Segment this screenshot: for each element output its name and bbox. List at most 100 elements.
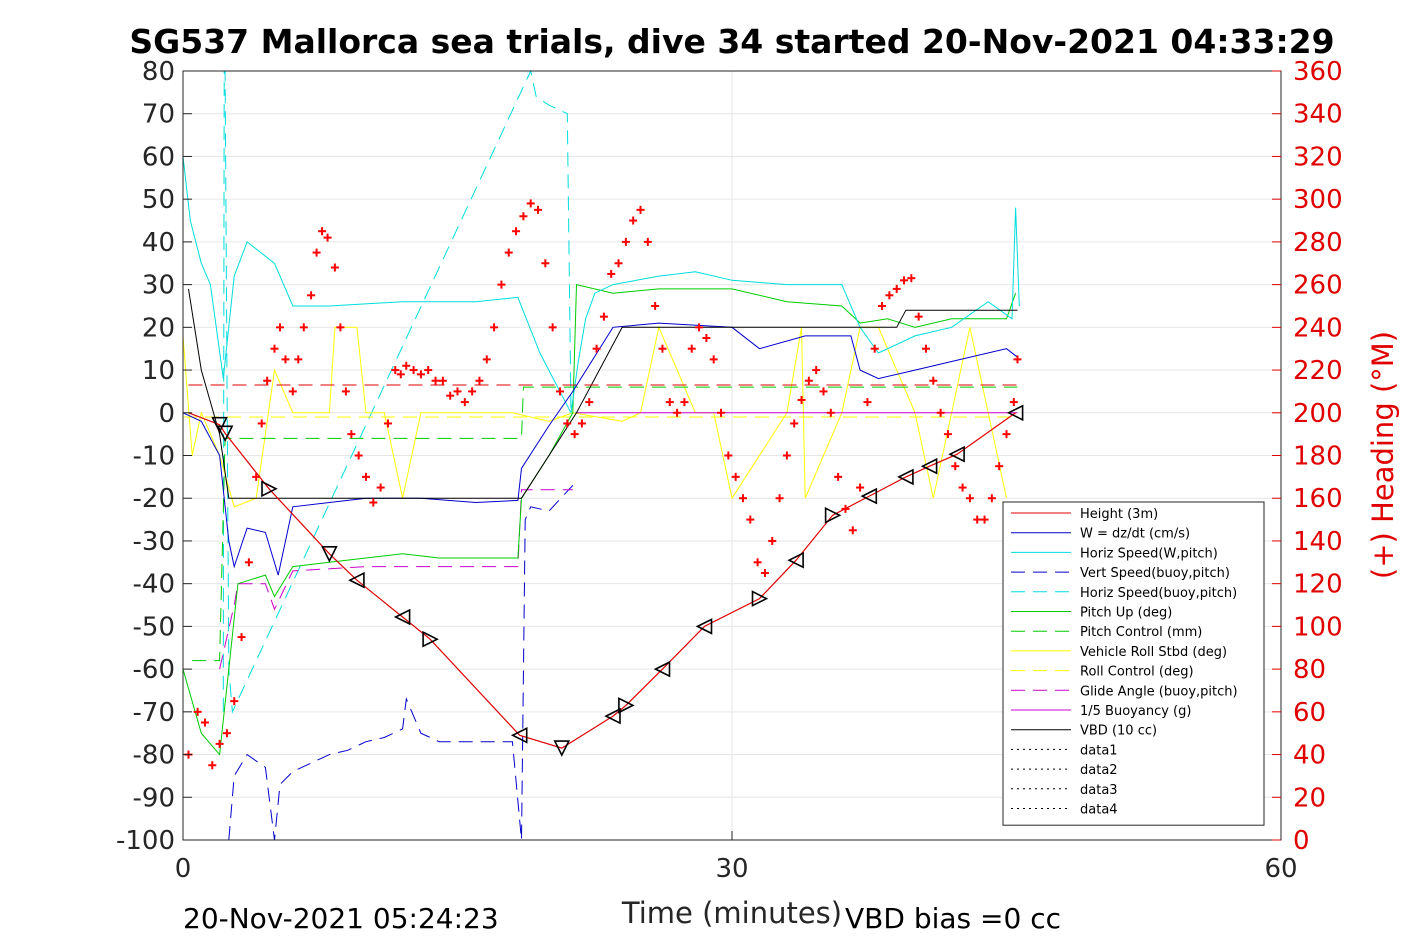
marker-triangle [787, 551, 804, 569]
heading-point [555, 387, 564, 396]
legend-label-data2: data2 [1080, 763, 1118, 778]
heading-point [215, 739, 224, 748]
marker-triangle [348, 571, 365, 589]
tick-label-left: 20 [142, 313, 175, 343]
heading-point [599, 312, 608, 321]
legend-label-pitch_ctrl: Pitch Control (mm) [1080, 625, 1202, 640]
legend-label-w: W = dz/dt (cm/s) [1080, 527, 1190, 542]
heading-point [1013, 355, 1022, 364]
heading-point [929, 376, 938, 385]
heading-point [936, 408, 945, 417]
heading-point [402, 361, 411, 370]
legend: Height (3m) W = dz/dt (cm/s) Horiz Speed(W… [1002, 501, 1265, 826]
heading-point [878, 301, 887, 310]
heading-point [504, 248, 513, 257]
tick-label-right: 140 [1293, 527, 1343, 557]
heading-point [376, 483, 385, 492]
heading-point [354, 451, 363, 460]
heading-point [431, 376, 440, 385]
tick-label-left: 70 [142, 100, 175, 130]
heading-point [222, 729, 231, 738]
heading-point [396, 370, 405, 379]
heading-point [438, 376, 447, 385]
heading-point [577, 419, 586, 428]
heading-point [252, 472, 261, 481]
tick-label-right: 180 [1293, 442, 1343, 472]
heading-point [980, 515, 989, 524]
heading-point [731, 472, 740, 481]
tick-label-left: -80 [133, 741, 175, 771]
legend-label-buoy: 1/5 Buoyancy (g) [1080, 704, 1191, 719]
tick-label-x: 30 [715, 854, 748, 884]
heading-point [453, 387, 462, 396]
x-axis-label: Time (minutes) [621, 896, 842, 930]
tick-label-left: 30 [142, 271, 175, 301]
heading-point [288, 387, 297, 396]
heading-point [244, 558, 253, 567]
tick-label-right: 300 [1293, 185, 1343, 215]
tick-label-right: 160 [1293, 484, 1343, 514]
tick-label-x: 60 [1264, 854, 1297, 884]
heading-point [651, 301, 660, 310]
heading-point [299, 323, 308, 332]
legend-label-data1: data1 [1080, 743, 1118, 758]
heading-point [200, 718, 209, 727]
heading-point [468, 387, 477, 396]
heading-point [746, 515, 755, 524]
heading-point [230, 697, 239, 706]
series-line-height [188, 412, 1016, 749]
marker-triangle [897, 468, 914, 486]
heading-point [841, 504, 850, 513]
series-line-pitch_ctrl [192, 386, 1018, 662]
heading-point [362, 472, 370, 481]
heading-point [541, 259, 550, 268]
tick-label-right: 360 [1293, 57, 1343, 87]
marker-triangle [216, 425, 234, 443]
heading-point [446, 391, 455, 400]
marker-triangle [321, 545, 338, 563]
marker-triangle [824, 507, 842, 524]
heading-point [330, 263, 339, 272]
marker-triangle [211, 416, 228, 434]
marker-triangle [618, 697, 635, 714]
legend-label-horiz: Horiz Speed(W,pitch) [1080, 546, 1218, 561]
heading-point [193, 707, 202, 716]
marker-triangle [751, 590, 769, 607]
heading-point [753, 558, 762, 567]
marker-triangle [393, 608, 411, 626]
heading-point [775, 494, 784, 503]
heading-point [409, 366, 418, 375]
heading-point [812, 366, 821, 375]
tick-label-right: 60 [1293, 698, 1326, 728]
marker-triangle [422, 630, 439, 648]
heading-point [570, 430, 579, 439]
tick-layer: 80706050403020100-10-20-30-40-50-60-70-8… [116, 57, 1343, 884]
tick-label-left: 80 [142, 57, 175, 87]
legend-label-data3: data3 [1080, 783, 1118, 798]
heading-point [312, 248, 321, 257]
heading-point [797, 395, 806, 404]
legend-label-vbd: VBD (10 cc) [1080, 724, 1157, 739]
marker-triangle [1006, 404, 1024, 422]
heading-point [790, 419, 799, 428]
tick-label-left: 0 [158, 399, 175, 429]
marker-triangle [261, 480, 278, 498]
heading-point [1002, 430, 1011, 439]
marker-triangle [653, 660, 671, 678]
heading-point [900, 276, 909, 285]
tick-label-left: -10 [133, 442, 175, 472]
tick-label-left: -40 [133, 570, 175, 600]
tick-label-right: 260 [1293, 271, 1343, 301]
heading-point [717, 408, 726, 417]
heading-point [341, 387, 350, 396]
heading-point [665, 398, 674, 407]
heading-point [856, 483, 865, 492]
tick-label-right: 80 [1293, 655, 1326, 685]
heading-point [724, 451, 733, 460]
heading-point [863, 398, 872, 407]
series-line-horiz [182, 156, 1020, 415]
marker-triangle [948, 445, 965, 463]
heading-point [914, 312, 923, 321]
tick-label-left: 10 [142, 356, 175, 386]
